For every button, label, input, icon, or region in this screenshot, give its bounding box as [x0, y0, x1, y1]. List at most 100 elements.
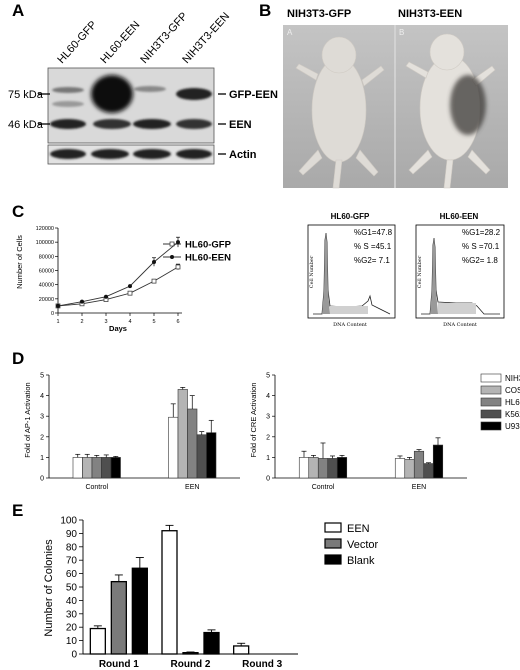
- colony-chart: Number of Colonies 0 10 20 30 40 50 60 70 80 90 10…: [43, 516, 298, 670]
- growth-legend-label: HL60-EEN: [185, 253, 231, 264]
- growth-point: [152, 260, 156, 264]
- colony-ylabel: Number of Colonies: [43, 539, 55, 637]
- growth-ytick-label: 120000: [36, 226, 54, 232]
- panel-label-b: B: [259, 1, 271, 20]
- colony-bar: [131, 567, 148, 655]
- activation-legend-swatch: [480, 385, 502, 395]
- flow-title-een: HL60-EEN: [440, 212, 479, 221]
- growth-ytick-label: 80000: [39, 254, 54, 260]
- activation-legend-label: COS7: [505, 386, 520, 395]
- cre-bar: [298, 457, 310, 479]
- activation-legend-label: K562: [505, 410, 520, 419]
- colony-legend: EEN Vector Blank: [324, 522, 379, 567]
- growth-ytick-label: 0: [51, 311, 54, 317]
- activation-legend-swatch: [480, 397, 502, 407]
- ap1-ytick-label: 4: [40, 393, 44, 400]
- ap1-ytick-label: 5: [40, 373, 44, 380]
- growth-xtick-label: 4: [128, 319, 131, 325]
- colony-bar: [203, 631, 220, 655]
- colony-legend-label: Vector: [347, 539, 379, 551]
- mouse-gfp: [295, 36, 385, 189]
- cre-ytick-label: 2: [266, 434, 270, 441]
- growth-point: [127, 290, 133, 296]
- flow-xlabel: DNA Content: [443, 322, 477, 328]
- cre-bar: [413, 450, 425, 479]
- flow-annot: %G1=28.2: [462, 228, 501, 237]
- flow-frame: [307, 224, 396, 319]
- blot-band: [134, 86, 166, 92]
- flow-histogram-gfp: HL60-GFP %G1=47.8 % S =45.1 %G2= 7.1 Cel…: [307, 212, 396, 328]
- growth-xtick-label: 5: [152, 319, 155, 325]
- flow-annot: %G2= 1.8: [462, 256, 498, 265]
- growth-point: [128, 284, 132, 289]
- ap1-ytick-label: 2: [40, 434, 44, 441]
- activation-legend-label: NIH3T3: [505, 374, 520, 383]
- ap1-bar: [187, 408, 198, 479]
- ap1-ytick-label: 0: [40, 476, 44, 483]
- flow-histogram-een: HL60-EEN %G1=28.2 % S =70.1 %G2= 1.8 Cel…: [415, 212, 505, 328]
- growth-curve-chart: Number of Cells Days 0 20000 40000 60000 800…: [15, 226, 232, 333]
- photo-corner-b: B: [399, 28, 404, 37]
- blot-band-een: [93, 119, 131, 129]
- growth-xlabel: Days: [109, 324, 127, 333]
- cre-ytick-label: 5: [266, 373, 270, 380]
- colony-legend-swatch: [324, 554, 342, 565]
- activation-legend: NIH3T3 COS7 HL60 K562 U937: [480, 373, 520, 431]
- growth-legend-marker: [169, 241, 175, 247]
- ap1-bar: [82, 457, 93, 479]
- colony-ytick-label: 80: [66, 542, 78, 553]
- growth-ylabel: Number of Cells: [15, 235, 24, 289]
- colony-legend-label: Blank: [347, 555, 375, 567]
- flow-title-gfp: HL60-GFP: [331, 212, 370, 221]
- cre-bar: [404, 459, 415, 479]
- cre-ytick-label: 0: [266, 476, 270, 483]
- growth-ytick-label: 40000: [39, 283, 54, 289]
- blot-band-een: [50, 119, 86, 129]
- blot-band-een: [133, 119, 171, 129]
- colony-legend-swatch: [324, 522, 342, 533]
- flow-annot: % S =70.1: [462, 242, 500, 251]
- colony-bar: [110, 580, 127, 655]
- cre-bar: [308, 457, 319, 479]
- flow-trace: [313, 232, 391, 315]
- lane-label-2: HL60-EEN: [98, 19, 142, 66]
- ap1-bar: [91, 457, 102, 479]
- growth-xtick-label: 3: [104, 319, 107, 325]
- colony-bar: [161, 530, 178, 655]
- colony-ytick-label: 70: [66, 556, 78, 567]
- ap1-bar: [177, 389, 188, 479]
- growth-ytick-label: 20000: [39, 297, 54, 303]
- actin-band: [176, 149, 212, 159]
- growth-series-line: [57, 266, 179, 307]
- growth-xtick-label: 6: [176, 319, 179, 325]
- lane-label-1: HL60-GFP: [55, 19, 99, 66]
- cre-ylabel: Fold of CRE Activation: [249, 382, 258, 457]
- colony-ytick-label: 40: [66, 596, 78, 607]
- growth-legend-marker: [170, 255, 174, 259]
- flow-annot: %G2= 7.1: [354, 256, 390, 265]
- marker-75kda: 75 kDa: [8, 89, 44, 101]
- growth-ytick-label: 60000: [39, 269, 54, 275]
- panel-label-e: E: [12, 501, 23, 520]
- flow-ylabel: Cell Number: [417, 255, 423, 288]
- blot-band: [52, 87, 84, 93]
- flow-annot: % S =45.1: [354, 242, 392, 251]
- ap1-category-label: EEN: [185, 484, 199, 491]
- cre-category-label: EEN: [412, 484, 426, 491]
- blot-bands: [50, 75, 212, 129]
- activation-legend-label: HL60: [505, 398, 520, 407]
- cre-ytick-label: 1: [266, 455, 270, 462]
- panel-label-d: D: [12, 349, 24, 368]
- cre-activation-chart: Fold of CRE Activation 0 1 2 3 4 5 Control EEN: [249, 373, 467, 491]
- colony-ytick-label: 10: [66, 636, 78, 647]
- colony-category-label: Round 3: [242, 659, 282, 670]
- mice-photo-panel: NIH3T3-GFP NIH3T3-EEN A B: [283, 8, 508, 189]
- cre-ytick-label: 3: [266, 414, 270, 421]
- ap1-bar: [206, 432, 217, 479]
- colony-ytick-label: 90: [66, 529, 78, 540]
- ap1-ytick-label: 3: [40, 414, 44, 421]
- cre-bar: [432, 444, 444, 479]
- colony-category-label: Round 1: [99, 659, 139, 670]
- ap1-ylabel: Fold of AP-1 Activation: [23, 382, 32, 457]
- growth-point: [151, 278, 157, 284]
